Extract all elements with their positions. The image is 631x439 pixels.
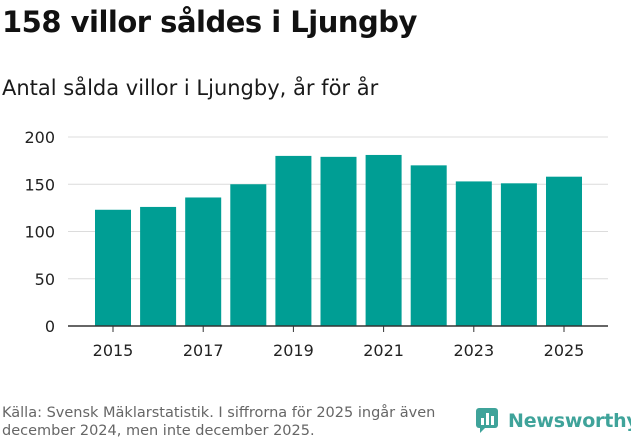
y-tick-label: 200 [24, 128, 55, 147]
chart-subtitle: Antal sålda villor i Ljungby, år för år [2, 76, 379, 100]
x-tick-label: 2019 [273, 341, 314, 360]
bar-2025 [546, 176, 582, 326]
source-note: Källa: Svensk Mäklarstatistik. I siffror… [2, 405, 436, 439]
x-tick-label: 2023 [453, 341, 494, 360]
bar-2018 [230, 184, 267, 326]
bar-2017 [185, 197, 222, 326]
bar-2019 [275, 155, 312, 326]
bar-2021 [365, 154, 402, 326]
y-tick-label: 150 [24, 175, 55, 194]
x-tick-label: 2015 [93, 341, 134, 360]
axes: 0 50 100 150 200 2015 2017 2019 2021 2023 2025 [24, 128, 608, 360]
y-tick-label: 50 [35, 270, 55, 289]
bar-2022 [410, 165, 447, 326]
bar-2016 [140, 206, 177, 326]
bars [95, 154, 582, 326]
x-tick-label: 2021 [363, 341, 404, 360]
brand-name: Newsworthy [508, 410, 631, 432]
x-tick-label: 2017 [183, 341, 224, 360]
bar-chart-logo-icon [476, 408, 498, 433]
x-tick-label: 2025 [544, 341, 585, 360]
bar-2020 [320, 156, 357, 326]
bar-2015 [95, 209, 131, 326]
y-tick-label: 0 [45, 317, 55, 336]
bar-2023 [455, 181, 492, 326]
bar-chart: 0 50 100 150 200 2015 2017 2019 2021 2023 2025 [24, 128, 608, 360]
brand-logo: Newsworthy [476, 408, 631, 434]
y-tick-label: 100 [24, 223, 55, 242]
bar-2024 [500, 183, 537, 326]
chart-title: 158 villor såldes i Ljungby [2, 5, 417, 39]
